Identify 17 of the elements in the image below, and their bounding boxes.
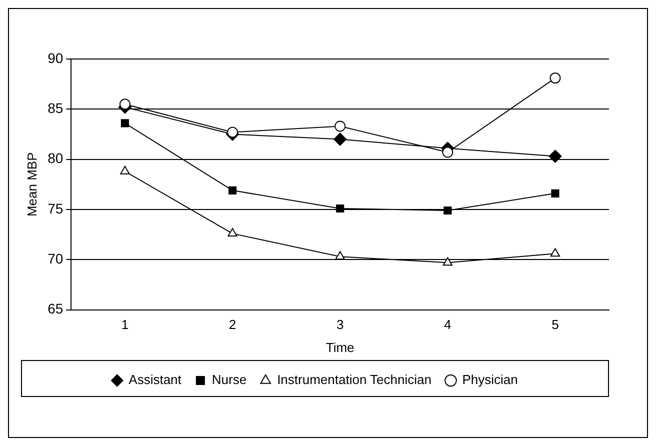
y-tick-label: 75 — [48, 200, 64, 216]
y-tick-label: 65 — [48, 300, 64, 317]
legend-label: Assistant — [128, 372, 182, 388]
x-tick-label: 3 — [336, 317, 344, 332]
x-tick-label: 1 — [121, 317, 129, 332]
legend-label: Physician — [462, 372, 518, 388]
legend-label: Instrumentation Technician — [277, 372, 432, 388]
x-tick-label: 5 — [552, 317, 559, 332]
x-tick-label: 2 — [228, 317, 236, 332]
y-tick-label: 90 — [48, 50, 64, 66]
legend-label: Nurse — [212, 372, 247, 388]
y-axis-title: Mean MBP — [24, 152, 40, 217]
x-axis-title: Time — [326, 340, 354, 355]
x-tick-label: 4 — [444, 317, 452, 332]
y-tick-label: 80 — [48, 150, 64, 166]
y-tick-label: 70 — [48, 250, 64, 266]
y-tick-label: 85 — [48, 100, 64, 116]
